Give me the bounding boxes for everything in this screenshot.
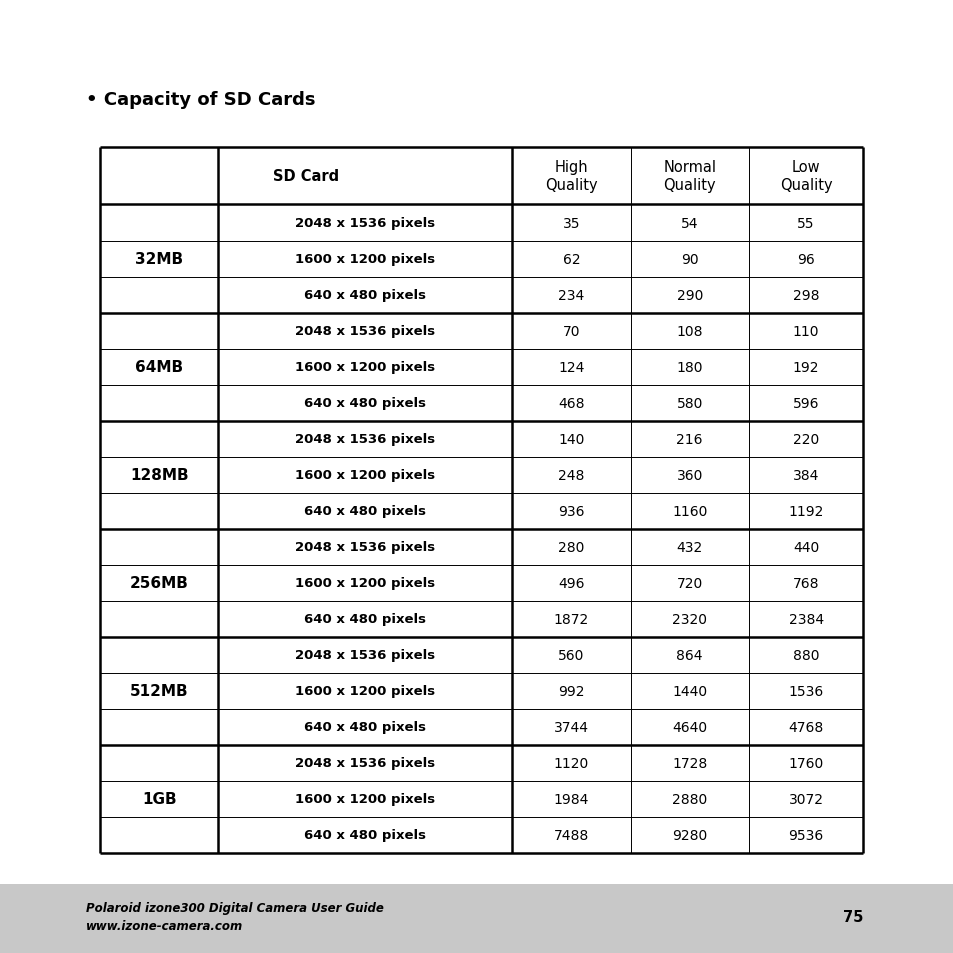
Text: 256MB: 256MB [130, 576, 189, 591]
Text: 1984: 1984 [553, 792, 589, 806]
Text: 1728: 1728 [672, 756, 706, 770]
Text: 1872: 1872 [554, 612, 588, 626]
Text: 2320: 2320 [672, 612, 706, 626]
Text: 2048 x 1536 pixels: 2048 x 1536 pixels [295, 433, 435, 446]
Text: 2880: 2880 [672, 792, 706, 806]
Text: 9536: 9536 [788, 828, 822, 841]
Text: High
Quality: High Quality [544, 160, 598, 193]
Text: 4768: 4768 [788, 720, 822, 734]
Text: 290: 290 [676, 288, 702, 302]
Text: 3072: 3072 [788, 792, 822, 806]
Text: 62: 62 [562, 253, 579, 266]
Text: 108: 108 [676, 324, 702, 338]
Text: 140: 140 [558, 432, 584, 446]
Text: 1600 x 1200 pixels: 1600 x 1200 pixels [295, 577, 435, 590]
Text: 384: 384 [792, 468, 819, 482]
Text: 992: 992 [558, 684, 584, 698]
Text: Polaroid izone300 Digital Camera User Guide
www.izone-camera.com: Polaroid izone300 Digital Camera User Gu… [86, 902, 383, 932]
Text: 864: 864 [676, 648, 702, 662]
Text: 1600 x 1200 pixels: 1600 x 1200 pixels [295, 360, 435, 374]
Text: 1120: 1120 [554, 756, 588, 770]
Text: 936: 936 [558, 504, 584, 518]
Text: 360: 360 [676, 468, 702, 482]
Text: 180: 180 [676, 360, 702, 375]
Text: 75: 75 [842, 909, 862, 924]
Text: 1600 x 1200 pixels: 1600 x 1200 pixels [295, 469, 435, 481]
Text: 640 x 480 pixels: 640 x 480 pixels [304, 396, 426, 410]
Text: 234: 234 [558, 288, 584, 302]
Text: 248: 248 [558, 468, 584, 482]
Text: 440: 440 [792, 540, 819, 554]
Text: 298: 298 [792, 288, 819, 302]
Text: 1600 x 1200 pixels: 1600 x 1200 pixels [295, 793, 435, 805]
Text: Normal
Quality: Normal Quality [662, 160, 716, 193]
Text: 1440: 1440 [672, 684, 706, 698]
Text: 64MB: 64MB [135, 359, 183, 375]
Text: 280: 280 [558, 540, 584, 554]
Text: 2048 x 1536 pixels: 2048 x 1536 pixels [295, 757, 435, 769]
Text: 768: 768 [792, 576, 819, 590]
Text: 560: 560 [558, 648, 584, 662]
Text: 1536: 1536 [788, 684, 822, 698]
Text: 216: 216 [676, 432, 702, 446]
Text: 640 x 480 pixels: 640 x 480 pixels [304, 505, 426, 517]
Text: 192: 192 [792, 360, 819, 375]
Text: 35: 35 [562, 216, 579, 231]
Text: 596: 596 [792, 396, 819, 410]
Text: 9280: 9280 [672, 828, 706, 841]
Text: Low
Quality: Low Quality [779, 160, 832, 193]
Text: 55: 55 [797, 216, 814, 231]
Text: 124: 124 [558, 360, 584, 375]
Text: 2048 x 1536 pixels: 2048 x 1536 pixels [295, 649, 435, 661]
Text: 432: 432 [676, 540, 702, 554]
Text: 96: 96 [797, 253, 814, 266]
Text: 496: 496 [558, 576, 584, 590]
Text: 128MB: 128MB [130, 468, 189, 482]
Text: 468: 468 [558, 396, 584, 410]
Text: 1760: 1760 [788, 756, 822, 770]
Text: 4640: 4640 [672, 720, 706, 734]
Text: 2048 x 1536 pixels: 2048 x 1536 pixels [295, 216, 435, 230]
Text: 640 x 480 pixels: 640 x 480 pixels [304, 828, 426, 841]
Text: 2048 x 1536 pixels: 2048 x 1536 pixels [295, 325, 435, 337]
Text: 220: 220 [792, 432, 819, 446]
Text: • Capacity of SD Cards: • Capacity of SD Cards [86, 91, 315, 109]
Text: 880: 880 [792, 648, 819, 662]
Text: 512MB: 512MB [130, 683, 189, 699]
Text: 1600 x 1200 pixels: 1600 x 1200 pixels [295, 684, 435, 698]
Text: 54: 54 [680, 216, 698, 231]
Text: 70: 70 [562, 324, 579, 338]
Text: 2384: 2384 [788, 612, 822, 626]
Text: SD Card: SD Card [273, 169, 339, 184]
Text: 1GB: 1GB [142, 792, 176, 806]
Bar [0, 884, 953, 953]
Text: 3744: 3744 [554, 720, 588, 734]
Text: 2048 x 1536 pixels: 2048 x 1536 pixels [295, 540, 435, 554]
Text: 640 x 480 pixels: 640 x 480 pixels [304, 289, 426, 302]
Text: 32MB: 32MB [135, 252, 183, 267]
Text: 1160: 1160 [671, 504, 707, 518]
Text: 1192: 1192 [787, 504, 823, 518]
Text: 720: 720 [676, 576, 702, 590]
Text: 7488: 7488 [554, 828, 588, 841]
Text: 1600 x 1200 pixels: 1600 x 1200 pixels [295, 253, 435, 266]
Text: 640 x 480 pixels: 640 x 480 pixels [304, 613, 426, 625]
Text: 580: 580 [676, 396, 702, 410]
Text: 640 x 480 pixels: 640 x 480 pixels [304, 720, 426, 734]
Text: 90: 90 [680, 253, 698, 266]
Text: 110: 110 [792, 324, 819, 338]
